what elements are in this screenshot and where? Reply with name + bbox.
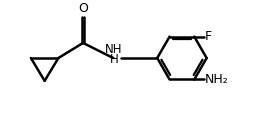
Text: NH: NH: [105, 43, 122, 56]
Text: F: F: [205, 30, 212, 43]
Text: NH₂: NH₂: [205, 73, 229, 86]
Text: O: O: [78, 2, 88, 15]
Text: H: H: [110, 53, 119, 66]
